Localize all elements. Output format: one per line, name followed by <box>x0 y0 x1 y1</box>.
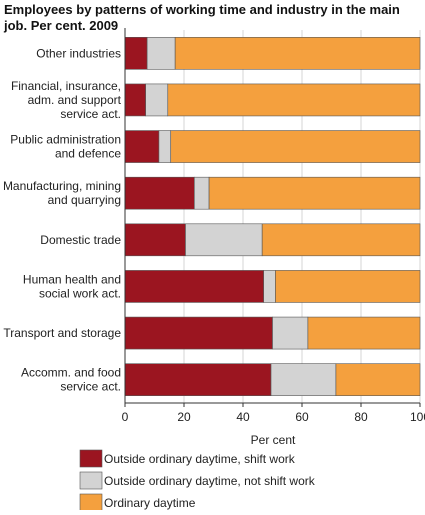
x-tick-label-20: 20 <box>177 410 191 424</box>
bar-8-series-2 <box>270 363 337 396</box>
bar-5-series-1 <box>124 223 186 257</box>
x-tick-label-100: 100 <box>410 410 425 424</box>
bar-2-series-2 <box>145 83 169 117</box>
legend-swatch-1 <box>79 449 103 468</box>
x-axis-label: Per cent <box>251 433 296 447</box>
bar-4-series-1 <box>124 176 195 210</box>
category-label-5: Domestic trade <box>40 233 121 247</box>
bar-4-series-2 <box>194 176 210 210</box>
legend-swatch-2 <box>79 471 103 490</box>
category-label-7: Transport and storage <box>3 326 121 340</box>
bar-3-series-2 <box>158 130 172 163</box>
category-labels: Other industries Financial, insurance, adm… <box>3 46 122 393</box>
bar-7-series-2 <box>272 316 309 350</box>
bar-5-series-2 <box>185 223 263 257</box>
bar-1-series-3 <box>174 37 421 70</box>
legend-label-2: Outside ordinary daytime, not shift work <box>104 474 316 488</box>
x-tick-label-40: 40 <box>236 410 250 424</box>
bar-3-series-1 <box>124 130 160 163</box>
legend-swatch-3 <box>79 493 103 512</box>
x-tick-label-80: 80 <box>354 410 368 424</box>
chart-title-text: Employees by patterns of working time an… <box>3 2 400 33</box>
bar-8-series-3 <box>335 363 421 396</box>
bar-2-series-1 <box>124 83 146 117</box>
category-label-1: Other industries <box>36 46 121 60</box>
category-label-4: Manufacturing, mining and quarrying <box>3 179 121 207</box>
bar-1-series-1 <box>124 37 148 70</box>
bar-4-series-3 <box>208 176 421 210</box>
category-label-8: Accomm. and food service act. <box>21 366 121 394</box>
x-tick-label-60: 60 <box>295 410 309 424</box>
bars <box>124 37 421 396</box>
bar-6-series-2 <box>263 270 276 303</box>
bar-5-series-3 <box>261 223 421 257</box>
category-label-6: Human health and social work act. <box>23 272 121 300</box>
bar-1-series-2 <box>146 37 176 70</box>
legend-label-3: Ordinary daytime <box>104 496 196 510</box>
chart-title: Employees by patterns of working time an… <box>3 2 400 33</box>
bar-2-series-3 <box>167 83 421 117</box>
bar-6-series-1 <box>124 270 264 303</box>
bar-3-series-3 <box>170 130 421 163</box>
bar-8-series-1 <box>124 363 272 396</box>
axes <box>124 28 421 407</box>
x-tick-label-0: 0 <box>122 410 129 424</box>
bar-6-series-3 <box>275 270 421 303</box>
x-tick-labels: 0 20 40 60 80 100 <box>122 410 425 424</box>
legend-label-1: Outside ordinary daytime, shift work <box>104 452 296 466</box>
legend: Outside ordinary daytime, shift work Outs… <box>79 449 316 512</box>
category-label-3: Public administration and defence <box>10 133 121 161</box>
bar-7-series-1 <box>124 316 273 350</box>
category-label-2: Financial, insurance, adm. and support ser… <box>11 79 122 121</box>
bar-7-series-3 <box>307 316 421 350</box>
